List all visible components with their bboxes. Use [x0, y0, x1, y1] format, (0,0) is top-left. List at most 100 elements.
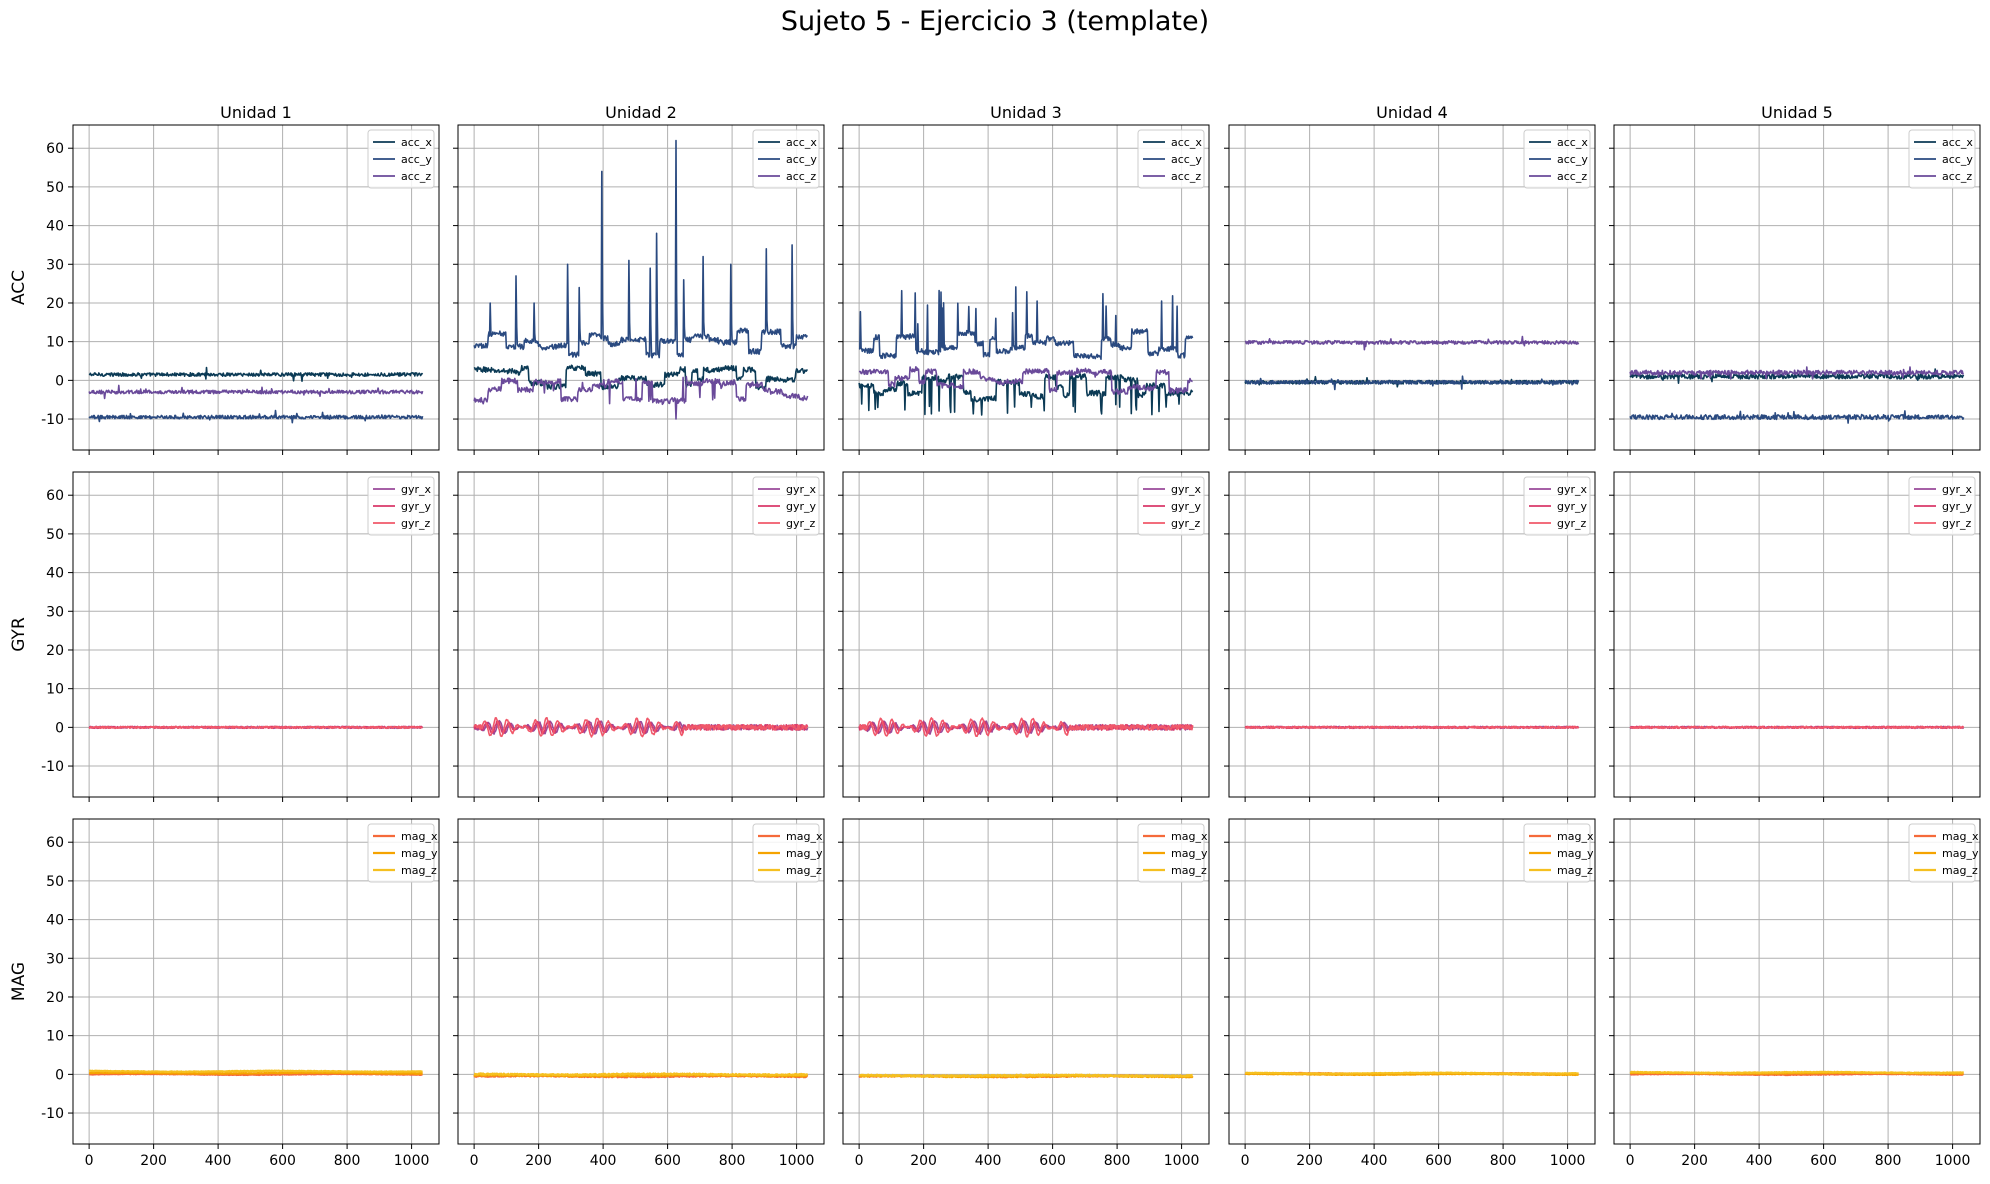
legend-label: mag_y [786, 847, 823, 860]
x-tick-label: 0 [1626, 1153, 1635, 1169]
legend: mag_x mag_y mag_z [752, 823, 823, 883]
panel-frame [842, 818, 1210, 1145]
legend-label: mag_z [1942, 864, 1978, 877]
series-line-gyr_z [88, 725, 423, 730]
y-tick-label: 60 [46, 835, 64, 851]
panel-mag-3: 0 200 400 600 800 1000 mag_x mag_y mag_z [838, 818, 1210, 1169]
series-group [88, 1069, 423, 1077]
legend-box [367, 476, 435, 536]
y-tick-label: 10 [46, 682, 64, 698]
y-tick-label: 20 [46, 643, 64, 659]
panel-mag-1: 0 200 400 600 800 1000 -10 0 10 20 30 40 50 60 MAG mag_… [9, 818, 440, 1169]
y-tick-label: 0 [55, 373, 64, 389]
panel-frame [1228, 124, 1596, 451]
panel-gyr-4: gyr_x gyr_y gyr_z [1224, 471, 1596, 802]
legend-box [1908, 129, 1976, 189]
legend-label: acc_y [401, 153, 432, 166]
legend-label: gyr_x [401, 483, 432, 496]
legend: acc_x acc_y acc_z [367, 129, 435, 189]
series-line-acc_x [473, 364, 808, 391]
legend: mag_x mag_y mag_z [367, 823, 438, 883]
legend-label: gyr_y [401, 500, 432, 513]
series-line-acc_y [88, 409, 424, 424]
x-tick-label: 0 [1241, 1153, 1250, 1169]
x-tick-label: 200 [525, 1153, 552, 1169]
series-line-mag_z [1629, 1070, 1964, 1075]
legend-label: acc_x [786, 136, 817, 149]
legend: gyr_x gyr_y gyr_z [752, 476, 820, 536]
legend-label: acc_z [786, 170, 816, 183]
legend-label: acc_y [1171, 153, 1202, 166]
x-tick-label: 400 [975, 1153, 1002, 1169]
x-tick-label: 600 [654, 1153, 681, 1169]
legend-label: mag_y [1557, 847, 1594, 860]
x-tick-label: 200 [910, 1153, 937, 1169]
series-line-acc_z [1244, 335, 1580, 351]
legend-box [752, 129, 820, 189]
x-tick-label: 800 [1490, 1153, 1517, 1169]
legend-label: gyr_z [786, 517, 816, 530]
legend-label: gyr_y [1171, 500, 1202, 513]
legend-box [752, 476, 820, 536]
panel-frame [1613, 818, 1981, 1145]
legend-label: acc_x [1171, 136, 1202, 149]
x-tick-label: 800 [1104, 1153, 1131, 1169]
column-title: Unidad 5 [1761, 103, 1833, 122]
x-tick-label: 800 [1875, 1153, 1902, 1169]
series-line-acc_x [88, 366, 424, 382]
legend-label: mag_x [401, 830, 438, 843]
series-line-acc_z [1629, 366, 1964, 380]
x-tick-label: 800 [719, 1153, 746, 1169]
series-line-acc_y [858, 286, 1194, 360]
panel-gyr-5: gyr_x gyr_y gyr_z [1609, 471, 1981, 802]
series-group [1629, 1070, 1965, 1077]
legend-label: gyr_z [1171, 517, 1201, 530]
panel-acc-4: Unidad 4 acc_x acc_y acc_z [1224, 103, 1596, 455]
series-group [858, 286, 1194, 416]
y-tick-label: 10 [46, 335, 64, 351]
legend-box [367, 129, 435, 189]
legend-label: mag_y [401, 847, 438, 860]
legend-label: acc_y [786, 153, 817, 166]
y-tick-label: 30 [46, 257, 64, 273]
legend-box [1523, 823, 1591, 883]
series-line-acc_z [473, 375, 809, 420]
y-tick-label: 60 [46, 141, 64, 157]
panel-frame [457, 124, 825, 451]
y-tick-label: 50 [46, 527, 64, 543]
x-tick-label: 600 [269, 1153, 296, 1169]
x-tick-label: 0 [85, 1153, 94, 1169]
legend-label: mag_z [1171, 864, 1207, 877]
legend-label: gyr_z [1942, 517, 1972, 530]
x-tick-label: 400 [1746, 1153, 1773, 1169]
panel-acc-5: Unidad 5 acc_x acc_y acc_z [1609, 103, 1981, 455]
y-tick-label: -10 [41, 412, 64, 428]
legend-label: acc_x [401, 136, 432, 149]
row-label: MAG [9, 962, 29, 1001]
y-tick-label: 20 [46, 296, 64, 312]
series-group [1629, 725, 1965, 730]
series-group [473, 139, 809, 420]
y-tick-label: 50 [46, 180, 64, 196]
panel-mag-4: 0 200 400 600 800 1000 mag_x mag_y mag_z [1224, 818, 1596, 1169]
legend-label: acc_x [1557, 136, 1588, 149]
legend-label: acc_z [1942, 170, 1972, 183]
y-tick-label: 10 [46, 1029, 64, 1045]
legend-label: gyr_x [1557, 483, 1588, 496]
panel-frame [457, 818, 825, 1145]
panel-frame [842, 471, 1210, 798]
x-tick-label: 200 [1296, 1153, 1323, 1169]
legend-label: gyr_x [1171, 483, 1202, 496]
series-line-gyr_z [1629, 725, 1965, 730]
legend-label: acc_z [1557, 170, 1587, 183]
panel-frame [72, 818, 440, 1145]
legend-label: acc_z [1171, 170, 1201, 183]
column-title: Unidad 1 [220, 103, 292, 122]
panel-frame [1228, 818, 1596, 1145]
panel-mag-5: 0 200 400 600 800 1000 mag_x mag_y mag_z [1609, 818, 1981, 1169]
x-tick-label: 600 [1810, 1153, 1837, 1169]
y-tick-label: 50 [46, 874, 64, 890]
y-tick-label: -10 [41, 1106, 64, 1122]
